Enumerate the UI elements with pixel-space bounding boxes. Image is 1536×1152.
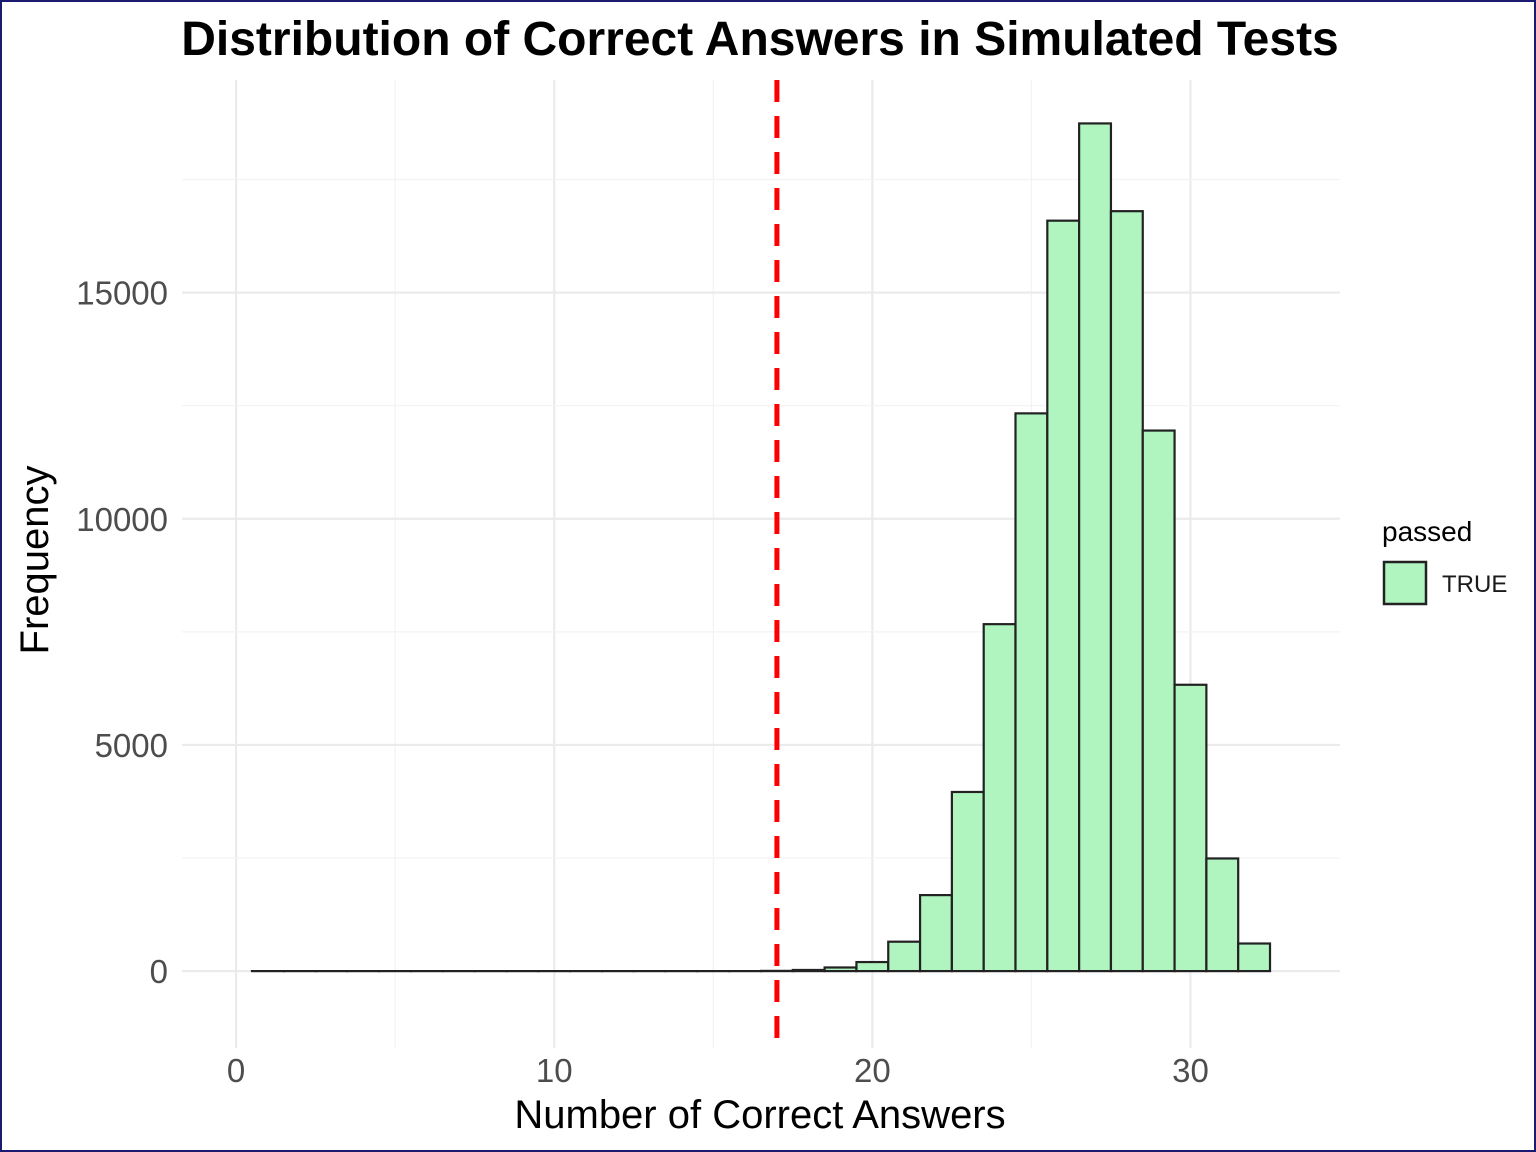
x-tick-label: 30	[1172, 1052, 1209, 1089]
ticks-layer: 0 10 20 30 0 5000 10000 15000	[76, 275, 1209, 1089]
histogram-bar	[1109, 210, 1144, 973]
y-axis-title: Frequency	[13, 466, 57, 655]
legend-title: passed	[1382, 516, 1472, 547]
histogram-bar	[791, 968, 826, 973]
histogram-bar	[950, 790, 985, 973]
x-tick-label: 10	[536, 1052, 573, 1089]
chart-title: Distribution of Correct Answers in Simul…	[181, 13, 1339, 66]
histogram-bar	[823, 966, 858, 973]
legend-label-true: TRUE	[1442, 571, 1507, 598]
histogram-bar	[1046, 219, 1081, 973]
histogram-bar	[1173, 683, 1208, 973]
histogram-bar	[1237, 942, 1272, 973]
bars-layer	[250, 122, 1272, 973]
x-axis-title: Number of Correct Answers	[514, 1093, 1005, 1137]
histogram-bar	[1078, 122, 1113, 973]
histogram-bar	[918, 894, 953, 973]
y-tick-label: 10000	[76, 501, 168, 538]
histogram-bar	[1141, 429, 1176, 973]
x-tick-label: 0	[227, 1052, 245, 1089]
y-tick-label: 0	[150, 953, 168, 990]
legend: passed TRUE	[1382, 516, 1507, 606]
legend-swatch-true	[1382, 560, 1428, 606]
histogram-bar	[855, 960, 890, 973]
y-tick-label: 15000	[76, 275, 168, 312]
histogram-bar	[982, 623, 1017, 973]
histogram-bar	[887, 940, 922, 973]
y-tick-label: 5000	[95, 727, 168, 764]
histogram-bar	[1014, 412, 1049, 973]
x-tick-label: 20	[854, 1052, 891, 1089]
histogram-bar	[1205, 857, 1240, 973]
